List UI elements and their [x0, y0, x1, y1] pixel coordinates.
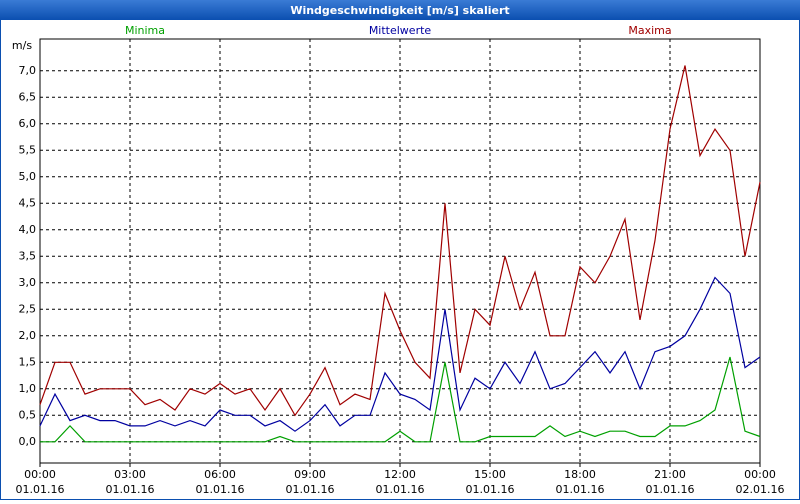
y-tick-label: 2,0 [19, 329, 37, 342]
legend-entry: Mittelwerte [369, 24, 432, 37]
y-tick-label: 5,5 [19, 143, 37, 156]
x-tick-label: 06:00 [204, 468, 236, 481]
x-tick-label: 00:00 [744, 468, 776, 481]
title-bar [0, 0, 800, 20]
y-tick-label: 4,0 [19, 223, 37, 236]
series-line [39, 276, 761, 432]
y-tick-label: 5,0 [19, 170, 37, 183]
x-tick-date: 01.01.16 [106, 483, 155, 496]
chart-title: Windgeschwindigkeit [m/s] skaliert [290, 4, 509, 17]
y-tick-label: 3,0 [19, 276, 37, 289]
series-line [39, 65, 761, 417]
legend-entry: Minima [125, 24, 165, 37]
x-tick-label: 12:00 [384, 468, 416, 481]
y-tick-label: 3,5 [19, 249, 37, 262]
x-tick-label: 03:00 [114, 468, 146, 481]
x-tick-label: 00:00 [24, 468, 56, 481]
y-tick-label: 6,0 [19, 117, 37, 130]
y-axis-unit: m/s [12, 39, 32, 52]
y-tick-label: 1,0 [19, 382, 37, 395]
x-tick-date: 02.01.16 [736, 483, 785, 496]
x-tick-date: 01.01.16 [556, 483, 605, 496]
y-tick-label: 0,5 [19, 408, 37, 421]
x-tick-label: 18:00 [564, 468, 596, 481]
x-tick-label: 09:00 [294, 468, 326, 481]
x-tick-date: 01.01.16 [646, 483, 695, 496]
x-tick-label: 21:00 [654, 468, 686, 481]
legend-entry: Maxima [628, 24, 671, 37]
x-tick-date: 01.01.16 [286, 483, 335, 496]
x-tick-label: 15:00 [474, 468, 506, 481]
y-tick-label: 0,0 [19, 435, 37, 448]
y-tick-label: 1,5 [19, 355, 37, 368]
x-tick-date: 01.01.16 [376, 483, 425, 496]
y-tick-label: 6,5 [19, 90, 37, 103]
series-line [40, 356, 761, 443]
x-tick-date: 01.01.16 [16, 483, 65, 496]
x-tick-date: 01.01.16 [196, 483, 245, 496]
y-tick-label: 7,0 [19, 64, 37, 77]
x-tick-date: 01.01.16 [466, 483, 515, 496]
y-tick-label: 2,5 [19, 302, 37, 315]
y-tick-label: 4,5 [19, 196, 37, 209]
